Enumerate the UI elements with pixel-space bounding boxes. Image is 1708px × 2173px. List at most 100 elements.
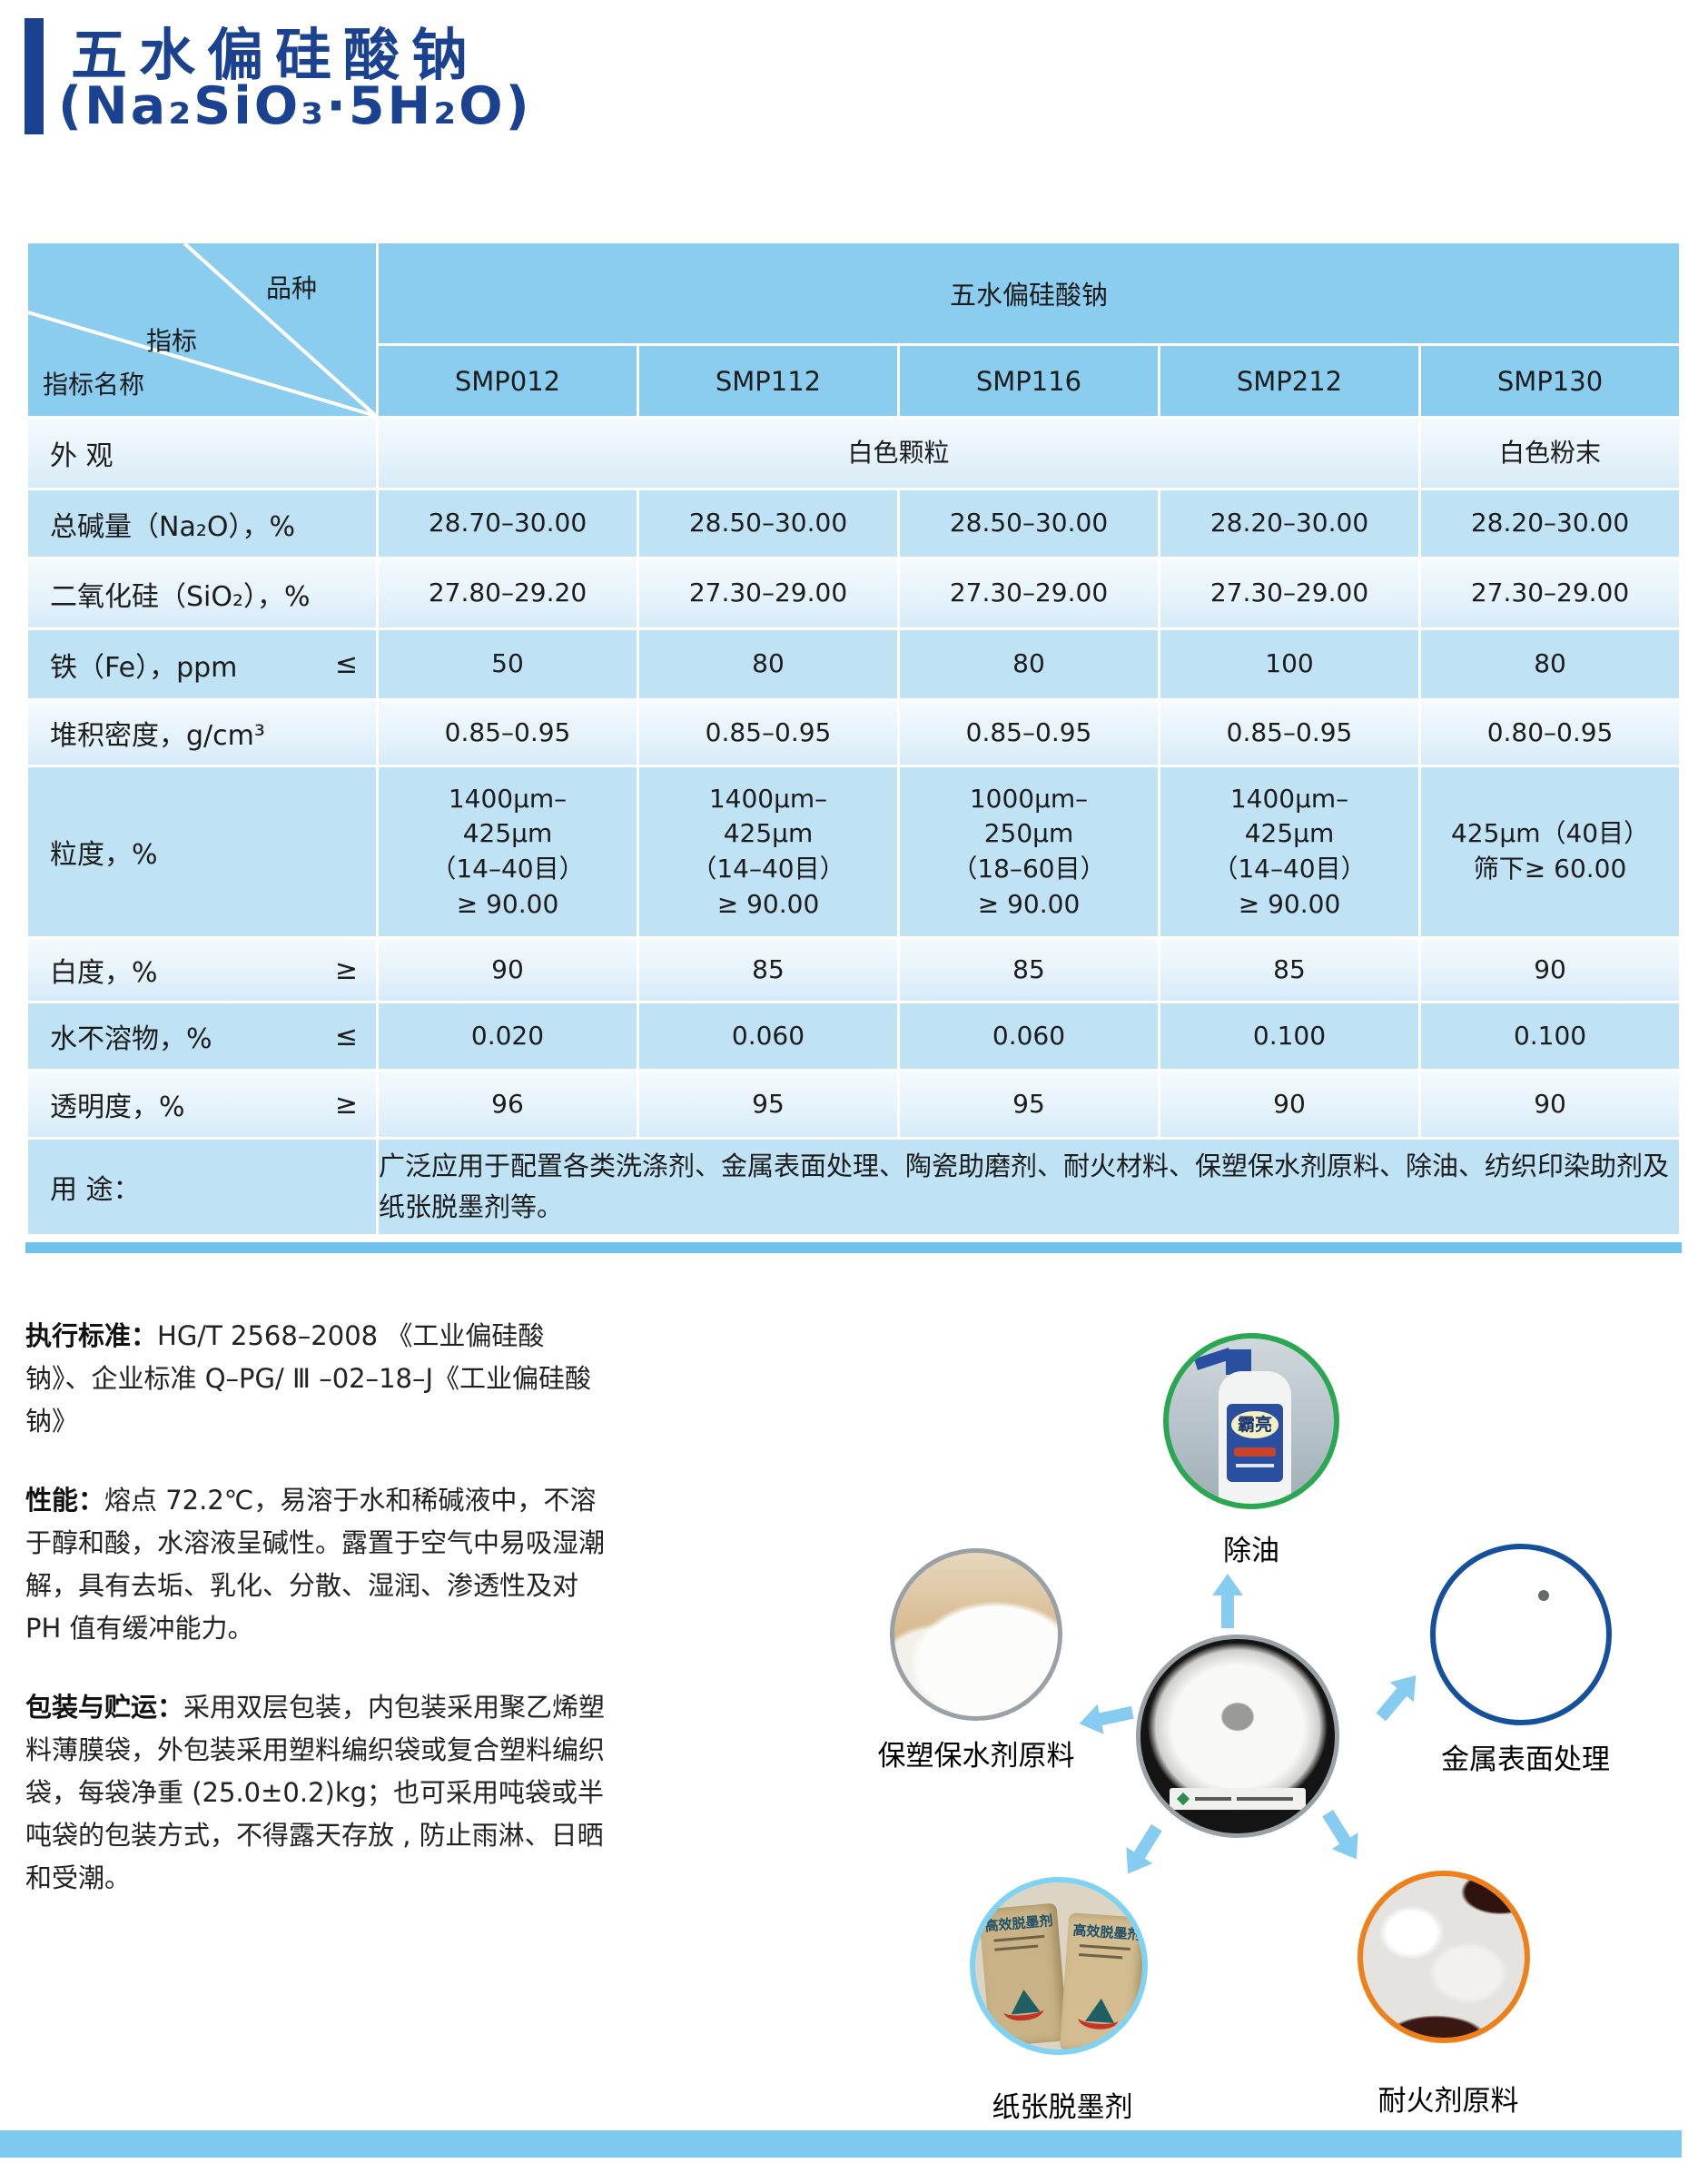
node-label-refractory: 耐火剂原料 bbox=[1377, 2085, 1519, 2118]
value-cell-8-3: 90 bbox=[1160, 1072, 1418, 1137]
bag-logo-triangle bbox=[1009, 1988, 1041, 2015]
arrow-up-icon bbox=[1212, 1574, 1243, 1628]
bag-text-line bbox=[1079, 1944, 1130, 1951]
tag-text-line bbox=[1237, 1797, 1293, 1801]
value-cell-8-0: 96 bbox=[379, 1072, 637, 1137]
spray-bottle-label: 霸亮 bbox=[1227, 1404, 1283, 1482]
value-cell-2-1: 27.30–29.00 bbox=[639, 559, 897, 627]
row-label-text: 水不溶物，% bbox=[50, 1023, 212, 1055]
paragraph-performance: 性能：熔点 72.2℃，易溶于水和稀碱液中，不溶于醇和酸，水溶液呈碱性。露置于空… bbox=[25, 1484, 606, 1644]
corner-header-cell: 品种指标 指标名称 bbox=[28, 243, 376, 416]
spec-table-wrap: 品种 指标 指标名称 五水偏硅酸钠 SMP012 SMP112 SMP116 SMP212 SM… bbox=[25, 241, 1683, 1237]
metal-hole-dot bbox=[1537, 1590, 1549, 1602]
limit-symbol: ≤ bbox=[334, 648, 358, 680]
page-title: 五水偏硅酸钠 bbox=[71, 22, 480, 88]
value-cell-6-2: 85 bbox=[900, 939, 1158, 1001]
bag-logo-triangle bbox=[1085, 1997, 1116, 2023]
value-cell-0-0: 白色颗粒 bbox=[379, 419, 1418, 488]
bag-text: 高效脱墨剂 bbox=[1071, 1921, 1142, 1943]
product-group-header: 五水偏硅酸钠 bbox=[379, 243, 1680, 343]
row-label-text: 堆积密度，g/cm³ bbox=[50, 720, 265, 752]
row-label-8: 透明度，% ≥ bbox=[28, 1072, 376, 1137]
value-cell-7-2: 0.060 bbox=[900, 1003, 1158, 1069]
corner-label-index-name: 指标名称 bbox=[43, 370, 145, 400]
arrow-down-left-icon bbox=[1115, 1820, 1170, 1882]
value-cell-2-4: 27.30–29.00 bbox=[1421, 559, 1680, 627]
row-label-text: 透明度，% bbox=[50, 1091, 185, 1123]
grade-column-header-SMP012: SMP012 bbox=[379, 346, 637, 416]
deinking-bags-photo-circle: 高效脱墨剂 高效脱墨剂 bbox=[970, 1877, 1148, 2055]
row-label-4: 堆积密度，g/cm³ bbox=[28, 701, 376, 765]
value-cell-5-3: 1400μm– 425μm （14–40目） ≥ 90.00 bbox=[1160, 767, 1418, 936]
row-label-text: 总碱量（Na₂O），% bbox=[50, 510, 295, 543]
value-cell-4-0: 0.85–0.95 bbox=[379, 701, 637, 765]
grade-column-header-SMP212: SMP212 bbox=[1160, 346, 1418, 416]
bag-text: 高效脱墨剂 bbox=[983, 1911, 1054, 1935]
node-label-paper-deinking: 纸张脱墨剂 bbox=[992, 2091, 1133, 2124]
value-cell-7-4: 0.100 bbox=[1421, 1003, 1680, 1069]
value-cell-2-2: 27.30–29.00 bbox=[900, 559, 1158, 627]
title-accent-bar bbox=[25, 18, 44, 134]
value-cell-7-1: 0.060 bbox=[639, 1003, 897, 1069]
limit-symbol: ≥ bbox=[334, 953, 358, 986]
grade-column-header-SMP112: SMP112 bbox=[639, 346, 897, 416]
value-cell-9-0: 广泛应用于配置各类洗涤剂、金属表面处理、陶瓷助磨剂、耐火材料、保塑保水剂原料、除… bbox=[379, 1140, 1680, 1234]
value-cell-4-4: 0.80–0.95 bbox=[1421, 701, 1680, 765]
value-cell-5-2: 1000μm– 250μm （18–60目） ≥ 90.00 bbox=[900, 767, 1158, 936]
row-label-text: 粒度，% bbox=[50, 839, 158, 871]
value-cell-5-0: 1400μm– 425μm （14–40目） ≥ 90.00 bbox=[379, 767, 637, 936]
limit-symbol: ≥ bbox=[334, 1088, 358, 1121]
row-label-text: 白度，% bbox=[50, 957, 158, 989]
table-underline-bar bbox=[25, 1242, 1682, 1253]
value-cell-1-0: 28.70–30.00 bbox=[379, 490, 637, 557]
value-cell-7-0: 0.020 bbox=[379, 1003, 637, 1069]
footer-bar bbox=[0, 2130, 1682, 2158]
row-label-7: 水不溶物，% ≤ bbox=[28, 1003, 376, 1069]
corner-label-index: 指标 bbox=[146, 326, 198, 356]
kraft-bag-icon: 高效脱墨剂 bbox=[978, 1902, 1069, 2048]
row-label-1: 总碱量（Na₂O），% bbox=[28, 490, 376, 557]
brand-diamond-icon bbox=[1176, 1792, 1190, 1806]
tag-text-line bbox=[1195, 1797, 1231, 1801]
row-label-0: 外 观 bbox=[28, 419, 376, 488]
value-cell-4-1: 0.85–0.95 bbox=[639, 701, 897, 765]
value-cell-5-4: 425μm（40目） 筛下≥ 60.00 bbox=[1421, 767, 1680, 936]
value-cell-3-2: 80 bbox=[900, 630, 1158, 698]
row-label-5: 粒度，% bbox=[28, 767, 376, 936]
grade-column-header-SMP116: SMP116 bbox=[900, 346, 1158, 416]
value-cell-8-4: 90 bbox=[1421, 1072, 1680, 1137]
value-cell-1-1: 28.50–30.00 bbox=[639, 490, 897, 557]
bag-text-line bbox=[993, 1934, 1045, 1942]
value-cell-6-3: 85 bbox=[1160, 939, 1418, 1001]
corner-label-variety: 品种 bbox=[266, 273, 318, 303]
arrow-left-icon bbox=[1076, 1697, 1136, 1739]
value-cell-2-0: 27.80–29.20 bbox=[379, 559, 637, 627]
value-cell-6-4: 90 bbox=[1421, 939, 1680, 1001]
bag-text-line bbox=[994, 1944, 1039, 1951]
row-label-text: 外 观 bbox=[50, 440, 114, 472]
bottle-brand-text: 霸亮 bbox=[1231, 1411, 1279, 1438]
arrow-down-right-icon bbox=[1315, 1805, 1370, 1868]
value-cell-6-0: 90 bbox=[379, 939, 637, 1001]
bottle-label-line bbox=[1236, 1464, 1274, 1467]
value-cell-8-1: 95 bbox=[639, 1072, 897, 1137]
value-cell-3-3: 100 bbox=[1160, 630, 1418, 698]
metal-surface-photo-circle bbox=[1430, 1544, 1612, 1725]
value-cell-4-2: 0.85–0.95 bbox=[900, 701, 1158, 765]
row-label-9: 用 途： bbox=[28, 1140, 376, 1234]
value-cell-2-3: 27.30–29.00 bbox=[1160, 559, 1418, 627]
bottle-label-red-bar bbox=[1234, 1447, 1276, 1457]
paragraph-packaging: 包装与贮运：采用双层包装，内包装采用聚乙烯塑料薄膜袋，外包装采用塑料编织袋或复合… bbox=[25, 1691, 606, 1893]
value-cell-3-4: 80 bbox=[1421, 630, 1680, 698]
node-label-degreasing: 除油 bbox=[1223, 1535, 1279, 1567]
value-cell-7-3: 0.100 bbox=[1160, 1003, 1418, 1069]
paragraph-standard: 执行标准：HG/T 2568–2008 《工业偏硅酸钠》、企业标准 Q–PG/ … bbox=[25, 1320, 592, 1437]
powder-photo-circle bbox=[890, 1548, 1062, 1721]
grade-column-header-SMP130: SMP130 bbox=[1421, 346, 1680, 416]
node-label-metal-treatment: 金属表面处理 bbox=[1441, 1743, 1610, 1776]
node-label-water-retaining: 保塑保水剂原料 bbox=[877, 1740, 1075, 1773]
corner-diagonal-lines bbox=[28, 243, 376, 416]
row-label-2: 二氧化硅（SiO₂），% bbox=[28, 559, 376, 627]
chemical-formula: (Na₂SiO₃·5H₂O) bbox=[58, 76, 532, 136]
